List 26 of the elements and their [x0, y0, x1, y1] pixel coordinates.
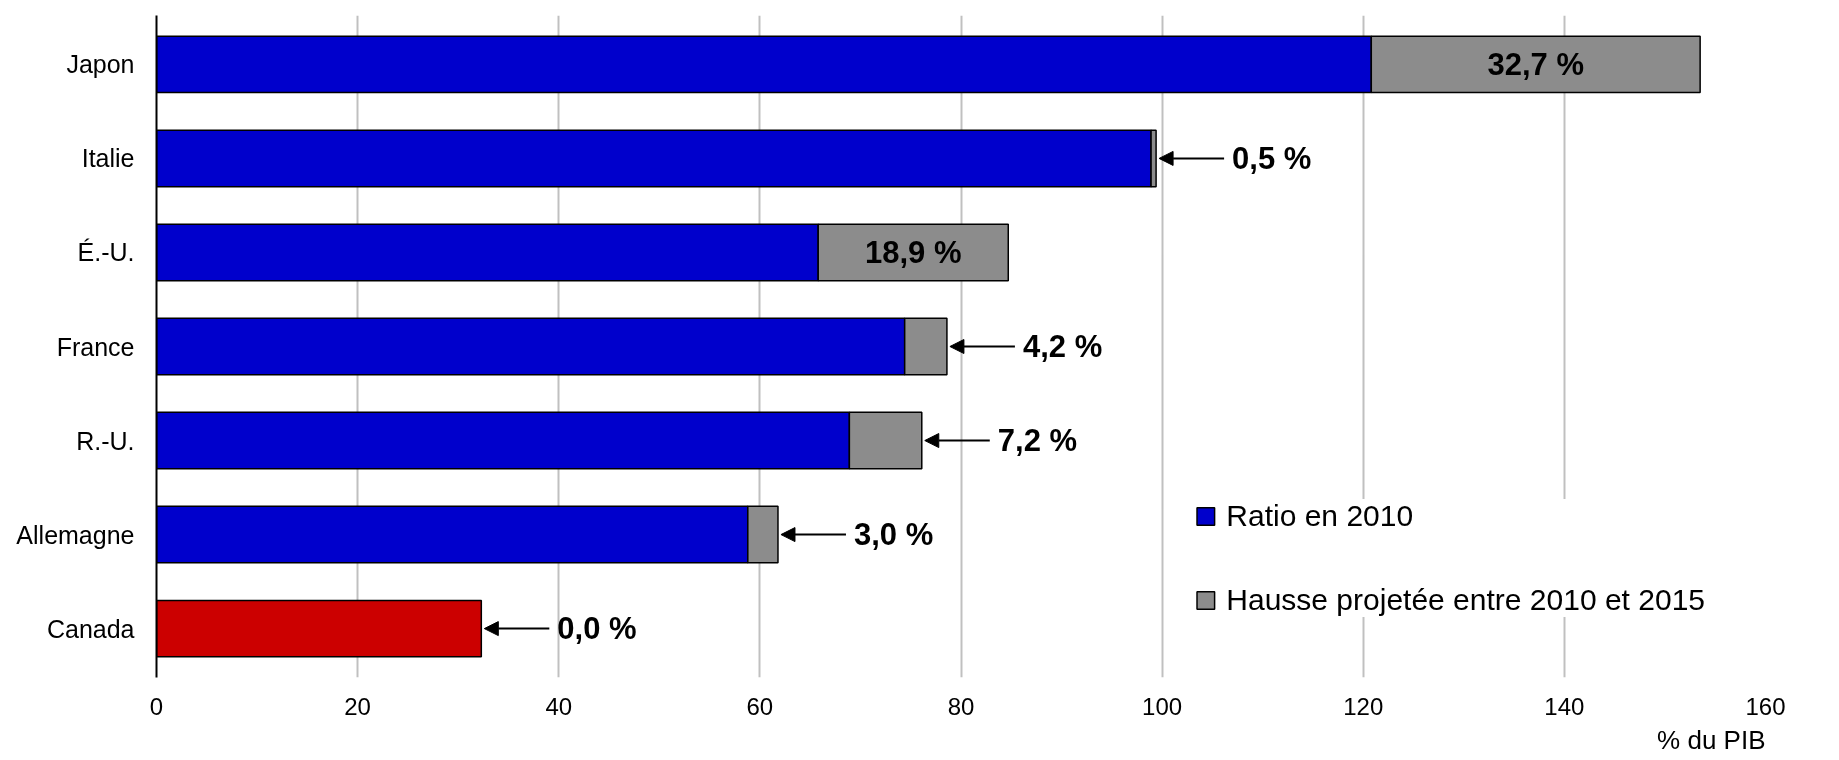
x-tick-label: 100 — [1142, 692, 1183, 720]
data-label: 0,5 % — [1232, 140, 1312, 176]
x-tick-label: 40 — [545, 692, 573, 720]
data-label: 3,0 % — [853, 517, 934, 553]
data-label: 4,2 % — [1022, 329, 1103, 364]
data-label: 32,7 % — [1487, 46, 1584, 82]
data-label: 18,9 % — [864, 234, 962, 270]
x-tick-label: 60 — [746, 692, 774, 720]
y-tick-label: Canada — [46, 614, 135, 643]
legend-label: Ratio en 2010 — [1226, 499, 1414, 533]
x-tick-label: 160 — [1745, 692, 1786, 720]
y-tick-label: Allemagne — [16, 520, 135, 549]
y-tick-label: Italie — [81, 144, 135, 173]
y-tick-label: France — [56, 332, 135, 361]
y-tick-label: É.-U. — [77, 238, 135, 267]
legend-label: Hausse projetée entre 2010 et 2015 — [1226, 583, 1705, 617]
x-tick-label: 20 — [344, 692, 371, 720]
x-tick-label: 120 — [1343, 692, 1384, 720]
y-tick-label: Japon — [66, 50, 135, 79]
x-tick-label: 0 — [149, 692, 164, 720]
x-tick-label: 140 — [1544, 692, 1585, 720]
data-label: 7,2 % — [997, 423, 1078, 459]
y-tick-label: R.-U. — [76, 426, 135, 455]
x-axis-title: % du PIB — [1657, 724, 1766, 755]
data-label: 0,0 % — [557, 611, 637, 647]
x-tick-label: 80 — [947, 692, 975, 720]
